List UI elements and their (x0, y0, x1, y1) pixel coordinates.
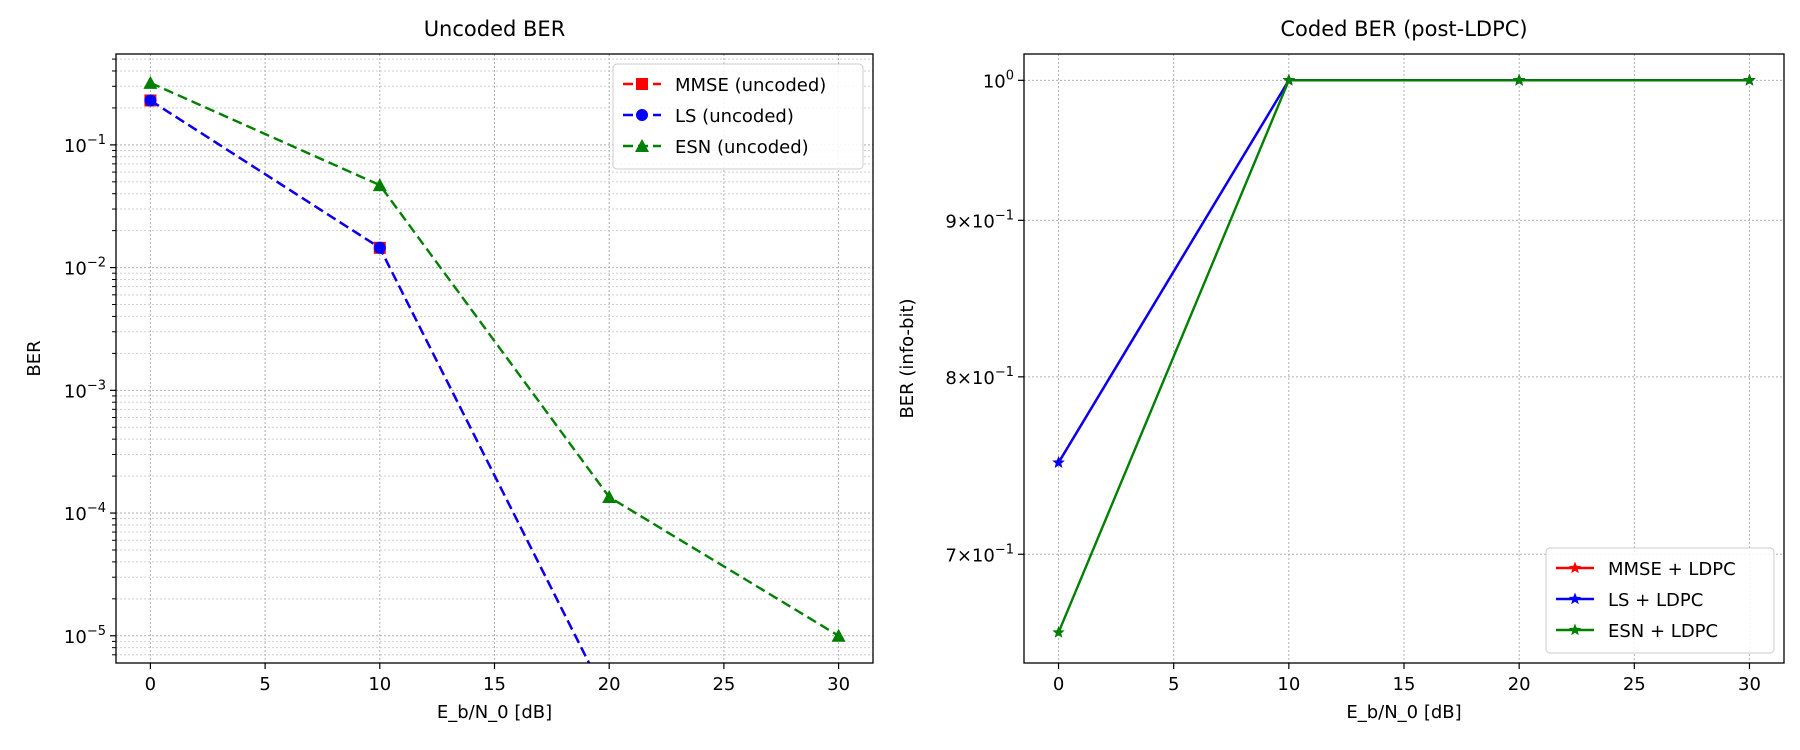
x-tick-label: 0 (145, 674, 156, 695)
y-axis-label: BER (info-bit) (897, 298, 918, 418)
legend-box (612, 63, 864, 170)
x-tick-label: 20 (598, 674, 621, 695)
series-esn-ldpc (1052, 73, 1756, 638)
x-tick-label: 15 (1393, 674, 1416, 695)
x-tick-label: 10 (368, 674, 391, 695)
axes-frame (115, 53, 874, 664)
data-point (143, 75, 158, 89)
data-point (1512, 73, 1526, 86)
legend-label: LS + LDPC (1608, 590, 1703, 611)
legend-label: MMSE (uncoded) (675, 75, 826, 96)
y-tick-label: 7×10−1 (945, 542, 1014, 566)
x-tick-label: 30 (827, 674, 850, 695)
legend-label: MMSE + LDPC (1608, 559, 1736, 580)
x-axis-label: E_b/N_0 [dB] (1346, 702, 1461, 723)
x-axis-label: E_b/N_0 [dB] (437, 702, 552, 723)
y-tick-label: 10−2 (64, 256, 106, 280)
chart-title: Coded BER (post-LDPC) (1280, 17, 1527, 41)
x-tick-label: 20 (1508, 674, 1531, 695)
y-tick-label: 10−4 (64, 501, 106, 525)
series-line (149, 81, 840, 637)
plot-area (1052, 73, 1756, 638)
legend-label: ESN + LDPC (1608, 621, 1718, 642)
series-esn-uncoded- (143, 75, 846, 642)
x-tick-label: 30 (1738, 674, 1761, 695)
y-axis-label: BER (24, 340, 45, 376)
data-point (372, 178, 387, 192)
data-point (144, 94, 157, 107)
legend-marker (636, 109, 648, 121)
legend-marker (635, 139, 649, 152)
axes-frame (1023, 53, 1785, 664)
y-tick-label: 100 (983, 68, 1014, 92)
data-point (831, 628, 846, 642)
data-point (1282, 73, 1296, 86)
x-tick-label: 15 (483, 674, 506, 695)
data-point (602, 490, 617, 504)
series-line (1057, 79, 1750, 633)
legend-label: LS (uncoded) (675, 106, 794, 127)
legend: MMSE (uncoded) LS (uncoded) ESN (uncoded) (612, 63, 864, 170)
x-tick-label: 25 (1623, 674, 1646, 695)
data-point (1052, 456, 1065, 468)
legend-marker (1568, 623, 1582, 636)
x-tick-label: 5 (259, 674, 270, 695)
legend-marker (636, 78, 648, 90)
y-tick-label: 10−1 (64, 133, 106, 157)
y-tick-label: 9×10−1 (945, 208, 1014, 232)
legend-label: ESN (uncoded) (675, 137, 809, 158)
coded-ber-plot: 0 5 10 15 20 25 30 7×10−1 8×10−1 9×10−1 100 Coded B… (897, 17, 1785, 723)
x-tick-label: 5 (1168, 674, 1179, 695)
x-tick-label: 25 (712, 674, 735, 695)
y-tick-label: 8×10−1 (945, 365, 1014, 389)
series-ls-uncoded- (144, 94, 591, 663)
plot-area (143, 75, 846, 663)
chart-title: Uncoded BER (424, 17, 566, 41)
data-point (1052, 625, 1065, 638)
x-tick-label: 0 (1053, 674, 1064, 695)
legend-box (1545, 547, 1775, 654)
legend: MMSE + LDPC LS + LDPC ESN + LDPC (1545, 547, 1775, 654)
uncoded-ber-plot: 0 5 10 15 20 25 30 10−5 10−4 10−3 10−2 10−1 Uncoded … (24, 17, 874, 723)
legend-marker (1568, 592, 1582, 605)
legend-marker (1568, 561, 1582, 574)
y-tick-label: 10−3 (64, 378, 106, 402)
x-tick-label: 10 (1277, 674, 1300, 695)
data-point (373, 241, 386, 254)
y-tick-label: 10−5 (64, 624, 106, 648)
data-point (1743, 73, 1756, 86)
